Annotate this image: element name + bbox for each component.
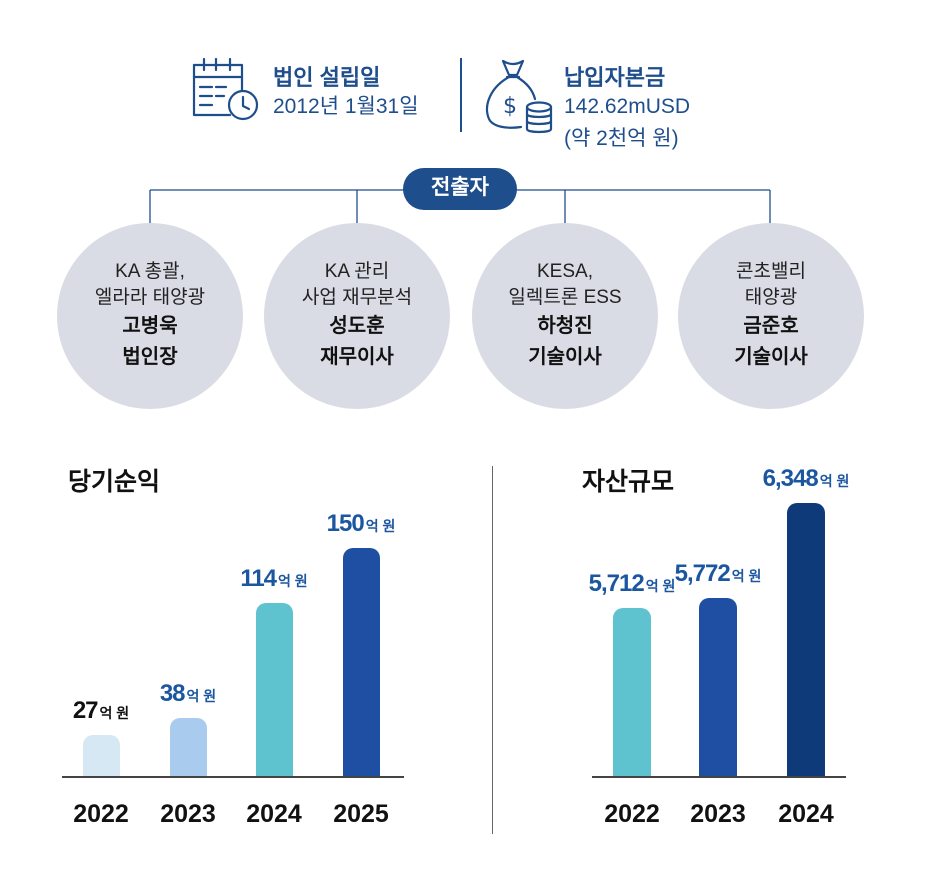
tree-connectors	[0, 0, 925, 260]
net-income-year-label: 2024	[246, 800, 302, 828]
person-name: 고병욱	[122, 315, 178, 337]
net-income-year-label: 2022	[73, 800, 129, 828]
person-desc-line1: KA 관리	[324, 261, 390, 282]
net-income-bar-2025	[342, 548, 380, 776]
person-role: 기술이사	[734, 346, 808, 368]
assets-bar-2022	[613, 608, 651, 776]
assets-year-label: 2024	[778, 800, 834, 828]
assets-value-unit: 억 원	[819, 473, 850, 489]
person-name: 금준호	[743, 315, 799, 337]
assets-year-label: 2023	[690, 800, 746, 828]
money-bag-icon: $	[481, 55, 553, 137]
svg-text:$: $	[503, 94, 517, 119]
person-desc-line1: KESA,	[537, 261, 593, 282]
net-income-value-label: 27 억 원	[26, 697, 176, 725]
assets-title: 자산규모	[582, 468, 675, 496]
person-desc-line2: 엘라라 태양광	[94, 287, 206, 308]
person-name: 성도훈	[329, 315, 385, 337]
assets-bar-2024	[787, 503, 825, 776]
person-card: 콘초밸리 태양광 금준호 기술이사	[678, 223, 864, 409]
top-divider	[460, 58, 462, 132]
net-income-value-unit: 억 원	[278, 572, 308, 589]
assets-value-unit: 억 원	[731, 568, 762, 585]
assets-value-number: 5,772	[674, 560, 731, 588]
capital-title: 납입자본금	[564, 65, 666, 90]
net-income-value-unit: 억 원	[186, 688, 217, 705]
net-income-title: 당기순익	[68, 468, 161, 496]
net-income-bar-2023	[169, 718, 207, 776]
capital-amount: 142.62mUSD	[564, 95, 691, 118]
person-card: KA 관리 사업 재무분석 성도훈 재무이사	[264, 223, 450, 409]
assets-value-unit: 억 원	[645, 578, 676, 595]
founding-date: 2012년 1월31일	[273, 95, 419, 118]
founding-title: 법인 설립일	[273, 65, 381, 90]
net-income-value-number: 114	[240, 564, 277, 592]
person-card: KESA, 일렉트론 ESS 하청진 기술이사	[472, 223, 658, 409]
person-desc-line1: KA 총괄,	[115, 261, 185, 282]
person-role: 기술이사	[528, 346, 602, 368]
assets-bar-2023	[699, 598, 737, 776]
net-income-value-number: 150	[326, 510, 365, 537]
person-desc-line2: 일렉트론 ESS	[508, 287, 622, 308]
net-income-value-unit: 억 원	[365, 518, 396, 534]
assets-value-number: 6,348	[762, 465, 819, 492]
assets-axis	[592, 776, 846, 778]
net-income-bar-2024	[255, 602, 293, 776]
person-desc-line2: 사업 재무분석	[301, 287, 413, 308]
net-income-value-label: 114 억 원	[199, 565, 349, 593]
assets-value-label: 5,772 억 원	[643, 560, 793, 588]
assets-value-label: 5,712 억 원	[557, 570, 707, 598]
net-income-value-label: 150 억 원	[286, 510, 436, 538]
assets-year-label: 2022	[604, 800, 660, 828]
chart-divider	[492, 466, 493, 834]
calendar-clock-icon	[190, 55, 259, 121]
person-role: 법인장	[122, 346, 178, 368]
assets-value-label: 6,348 억 원	[731, 465, 881, 493]
net-income-year-label: 2023	[160, 800, 216, 828]
investors-badge: 전출자	[403, 168, 517, 210]
person-desc-line1: 콘초밸리	[736, 261, 806, 282]
net-income-value-label: 38 억 원	[113, 680, 263, 708]
net-income-value-unit: 억 원	[99, 704, 130, 721]
net-income-value-number: 38	[159, 680, 186, 708]
person-desc-line2: 태양광	[744, 287, 798, 308]
net-income-axis	[62, 776, 404, 778]
net-income-value-number: 27	[72, 696, 99, 724]
assets-value-number: 5,712	[588, 570, 645, 598]
person-role: 재무이사	[320, 346, 394, 368]
person-card: KA 총괄, 엘라라 태양광 고병욱 법인장	[57, 223, 243, 409]
net-income-year-label: 2025	[333, 800, 389, 828]
capital-amount-krw: (약 2천억 원)	[564, 127, 679, 150]
net-income-bar-2022	[82, 734, 120, 776]
person-name: 하청진	[537, 315, 593, 337]
